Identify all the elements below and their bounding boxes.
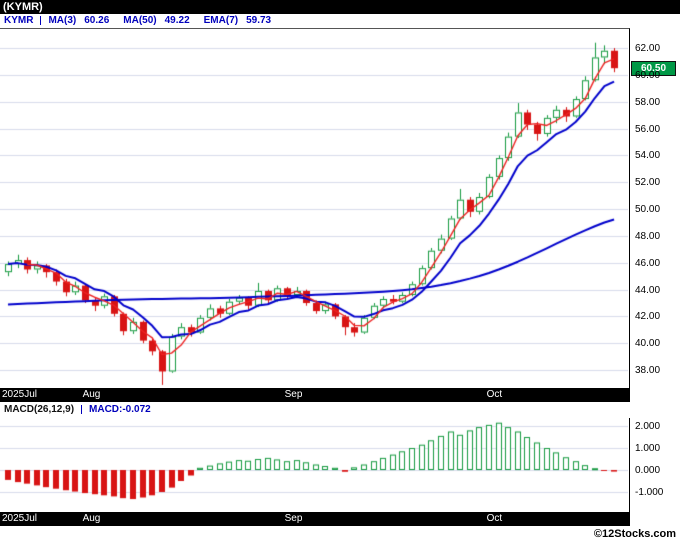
price-tick-label: 60.00	[635, 69, 661, 81]
macd-axis: 2.000 1.000 0.000 -1.000	[631, 418, 680, 512]
macd-label: MACD(26,12,9)	[4, 404, 75, 415]
legend-ma3-label: MA(3)	[48, 15, 77, 26]
legend-ma50-label: MA(50)	[123, 15, 157, 26]
site-credit: ©12Stocks.com	[593, 528, 676, 540]
macd-time-axis: 2025Jul Aug Sep Oct	[0, 512, 630, 526]
price-tick-label: 40.00	[635, 338, 661, 350]
price-tick-label: 44.00	[635, 284, 661, 296]
price-tick-label: 62.00	[635, 43, 661, 55]
month-label: Aug	[82, 513, 101, 524]
macd-tick-label: 2.000	[635, 421, 661, 432]
price-axis: 60.50 62.00 60.00 58.00 56.00 54.00 52.00 50.0…	[631, 28, 680, 388]
macd-divider	[81, 404, 83, 414]
legend-ma50-value: 49.22	[164, 15, 190, 26]
macd-tick-label: -1.000	[635, 487, 664, 498]
price-tick-label: 46.00	[635, 257, 661, 269]
price-tick-label: 48.00	[635, 230, 661, 242]
price-chart-area	[0, 28, 630, 388]
legend-ma3-value: 60.26	[84, 15, 110, 26]
price-tick-label: 38.00	[635, 365, 661, 377]
legend-symbol: KYMR	[4, 15, 34, 26]
price-tick-label: 52.00	[635, 177, 661, 189]
macd-chart-canvas	[0, 418, 628, 512]
title-bar: (KYMR)	[0, 0, 680, 14]
legend-item-ma50: MA(50) 49.22	[123, 15, 189, 26]
macd-chart-area	[0, 418, 630, 512]
symbol-title: (KYMR)	[3, 1, 43, 13]
month-label: Oct	[486, 389, 503, 400]
month-label: 2025Jul	[2, 389, 38, 400]
price-tick-label: 50.00	[635, 204, 661, 216]
legend-ema7-value: 59.73	[246, 15, 272, 26]
last-price-badge: 60.50	[631, 60, 676, 76]
legend-ema7-label: EMA(7)	[203, 15, 239, 26]
month-label: Aug	[82, 389, 101, 400]
price-tick-label: 54.00	[635, 150, 661, 162]
month-label: Sep	[284, 513, 303, 524]
legend-row: KYMR MA(3) 60.26 MA(50) 49.22 EMA(7) 59.73	[0, 14, 680, 28]
macd-value: MACD:-0.072	[89, 404, 151, 415]
month-label: 2025Jul	[2, 513, 38, 524]
price-tick-label: 42.00	[635, 311, 661, 323]
price-chart-canvas	[0, 29, 628, 387]
macd-header: MACD(26,12,9) MACD:-0.072	[0, 402, 680, 418]
macd-tick-label: 0.000	[635, 465, 661, 476]
price-tick-label: 56.00	[635, 123, 661, 135]
month-label: Sep	[284, 389, 303, 400]
legend-item-ema7: EMA(7) 59.73	[204, 15, 271, 26]
macd-tick-label: 1.000	[635, 443, 661, 454]
footer-row: ©12Stocks.com	[0, 526, 680, 546]
legend-item-ma3: MA(3) 60.26	[48, 15, 109, 26]
month-label: Oct	[486, 513, 503, 524]
legend-divider	[40, 15, 42, 25]
price-chart-time-axis: 2025Jul Aug Sep Oct	[0, 388, 630, 402]
price-tick-label: 58.00	[635, 96, 661, 108]
